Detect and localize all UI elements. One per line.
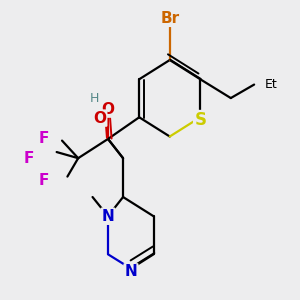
Text: F: F xyxy=(39,173,49,188)
Text: F: F xyxy=(39,131,49,146)
Text: S: S xyxy=(194,111,206,129)
Text: Br: Br xyxy=(160,11,179,26)
Text: N: N xyxy=(102,209,114,224)
Text: Et: Et xyxy=(265,78,278,91)
Text: O: O xyxy=(101,102,115,117)
Text: H: H xyxy=(90,92,99,105)
Text: F: F xyxy=(23,152,34,166)
Text: O: O xyxy=(93,111,106,126)
Text: N: N xyxy=(124,264,137,279)
